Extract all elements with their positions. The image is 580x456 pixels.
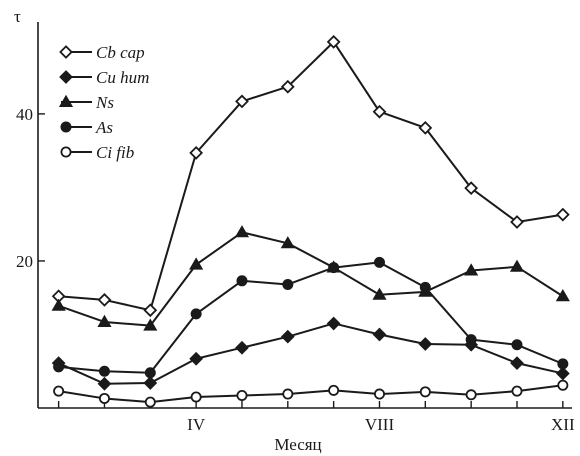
point-cu-hum-3	[143, 376, 158, 390]
point-ci-fib-12	[557, 379, 569, 391]
legend-marker-cb-cap	[59, 45, 73, 59]
x-tick-label-iv: IV	[187, 415, 206, 434]
point-ci-fib-9	[419, 386, 431, 398]
point-cu-hum-8	[372, 327, 387, 342]
point-cu-hum-6	[280, 329, 295, 344]
point-cu-hum-7	[326, 316, 341, 331]
point-ci-fib-7	[328, 384, 340, 396]
legend-item-as: As	[60, 118, 113, 137]
point-cb-cap-6	[280, 79, 295, 94]
point-as-3	[144, 367, 156, 379]
legend-label-cb-cap: Cb cap	[96, 43, 145, 62]
point-ns-3	[143, 318, 158, 331]
legend: Cb cap Cu hum Ns As Ci fib	[58, 43, 149, 162]
point-cu-hum-11	[510, 356, 524, 371]
series-as	[53, 256, 569, 379]
point-cu-hum-5	[235, 340, 249, 355]
point-ns-5	[234, 225, 250, 238]
point-cb-cap-2	[97, 293, 112, 307]
legend-item-ns: Ns	[58, 93, 114, 112]
point-ci-fib-2	[98, 392, 110, 404]
point-cb-cap-3	[143, 303, 158, 318]
y-tick-label-40: 40	[16, 105, 33, 124]
legend-marker-cu-hum	[59, 70, 73, 84]
point-ns-12	[555, 289, 570, 302]
x-tick-label-xii: XII	[551, 415, 575, 434]
point-cb-cap-12	[555, 207, 570, 222]
point-ci-fib-8	[373, 388, 385, 400]
point-ci-fib-4	[190, 391, 202, 403]
x-ticks: IV VIII XII	[57, 401, 575, 434]
point-as-7	[328, 262, 340, 274]
point-cb-cap-7	[326, 34, 341, 49]
point-as-4	[190, 308, 202, 320]
point-as-10	[465, 334, 477, 346]
legend-marker-ns	[58, 94, 74, 107]
point-as-12	[557, 358, 569, 370]
point-ns-10	[464, 263, 479, 276]
point-ci-fib-11	[511, 385, 523, 397]
point-cb-cap-5	[235, 94, 249, 109]
point-ns-2	[97, 314, 112, 327]
series-cb-cap	[51, 34, 570, 318]
point-ns-11	[509, 259, 525, 272]
point-as-2	[98, 365, 110, 377]
point-cu-hum-9	[418, 337, 433, 351]
point-cb-cap-8	[372, 104, 387, 119]
series-ns	[51, 225, 570, 331]
legend-label-ns: Ns	[95, 93, 114, 112]
point-as-9	[419, 281, 431, 293]
point-ns-8	[372, 287, 387, 300]
point-ci-fib-1	[53, 385, 65, 397]
point-cb-cap-4	[189, 145, 204, 160]
point-as-5	[236, 275, 248, 287]
legend-marker-ci-fib	[60, 146, 72, 158]
point-ci-fib-5	[236, 390, 248, 402]
legend-label-ci-fib: Ci fib	[96, 143, 134, 162]
y-axis-label: τ	[14, 7, 21, 26]
series-layer	[51, 34, 570, 408]
point-ci-fib-6	[282, 388, 294, 400]
point-ci-fib-3	[144, 396, 156, 408]
point-ns-1	[51, 298, 66, 311]
x-axis-label: Месяц	[274, 435, 321, 454]
legend-item-cu-hum: Cu hum	[59, 68, 149, 87]
series-line-ci-fib	[58, 384, 563, 404]
point-cu-hum-4	[189, 351, 204, 366]
legend-item-cb-cap: Cb cap	[59, 43, 145, 62]
legend-item-ci-fib: Ci fib	[60, 143, 134, 162]
series-line-cb-cap	[58, 40, 563, 312]
legend-marker-as	[60, 121, 72, 133]
series-ci-fib	[53, 379, 569, 408]
point-cb-cap-9	[418, 121, 433, 135]
point-cu-hum-2	[97, 376, 112, 391]
series-line-as	[58, 261, 564, 374]
point-as-11	[511, 339, 523, 351]
point-as-1	[53, 361, 65, 373]
series-line-ns	[58, 231, 564, 327]
point-ci-fib-10	[465, 389, 477, 401]
point-ns-4	[189, 257, 204, 270]
point-ns-6	[280, 236, 295, 249]
legend-label-cu-hum: Cu hum	[96, 68, 149, 87]
x-tick-label-viii: VIII	[365, 415, 395, 434]
series-line-cu-hum	[58, 322, 564, 385]
point-cu-hum-12	[555, 366, 570, 381]
point-as-8	[373, 256, 385, 268]
y-tick-label-20: 20	[16, 252, 33, 271]
series-cu-hum	[51, 316, 570, 391]
point-cb-cap-11	[510, 215, 524, 229]
legend-label-as: As	[95, 118, 113, 137]
point-cb-cap-10	[464, 181, 479, 196]
point-as-6	[282, 278, 294, 290]
